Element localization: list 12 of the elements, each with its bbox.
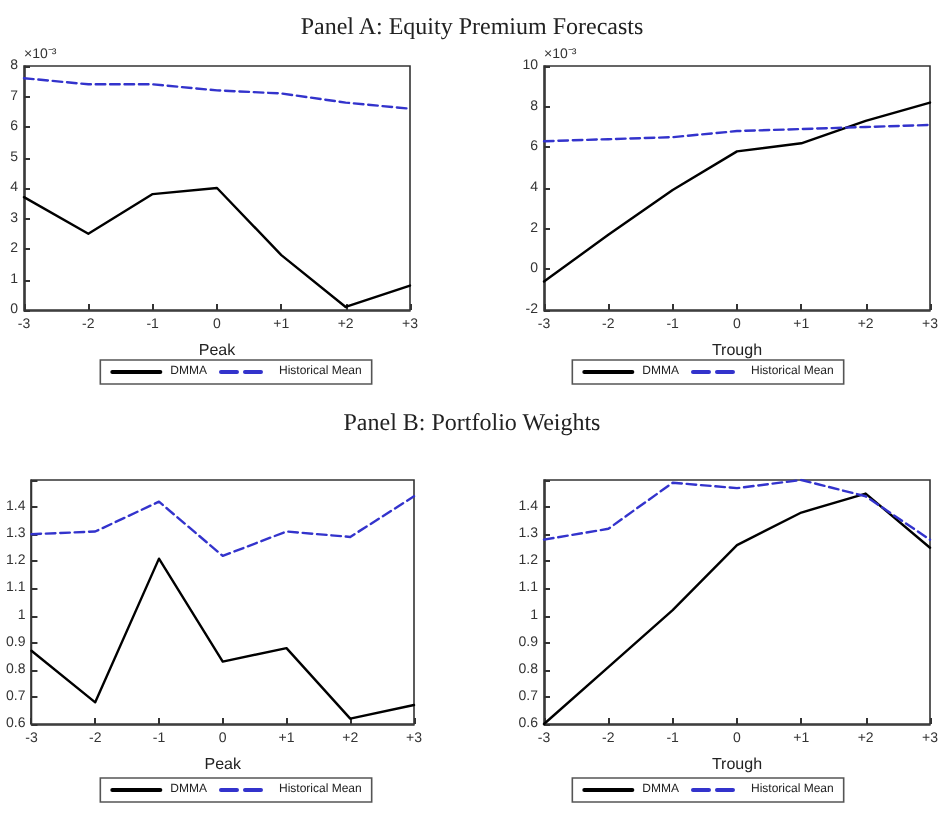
- x-axis-title: Peak: [198, 340, 238, 359]
- text: Panel A: Equity Premium Forecasts: [298, 12, 646, 42]
- text: Panel B: Portfolio Weights: [341, 408, 603, 438]
- line-series: [542, 101, 932, 283]
- line-series: [30, 557, 416, 720]
- x-axis-title: Peak: [204, 754, 243, 773]
- line-series: [542, 123, 932, 143]
- line-series: [542, 478, 932, 541]
- x-axis-title: Trough: [711, 754, 763, 773]
- x-axis-title: Trough: [711, 340, 763, 359]
- line-series: [22, 77, 412, 110]
- line-series: [30, 495, 416, 558]
